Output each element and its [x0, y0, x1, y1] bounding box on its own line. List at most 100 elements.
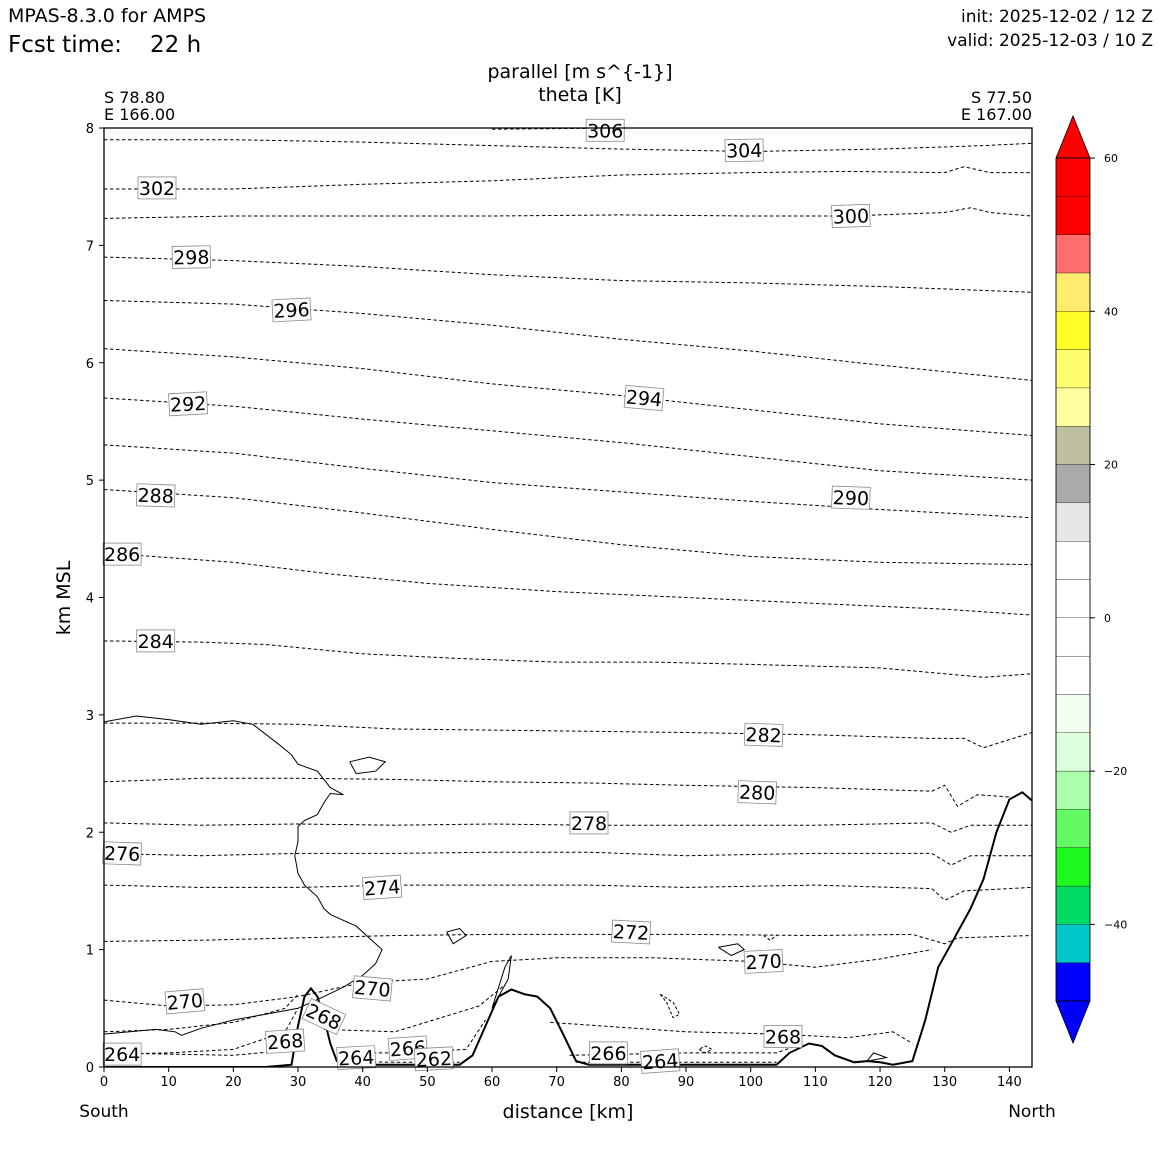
x-tick-label: 10	[160, 1075, 177, 1090]
theta-label-286: 286	[102, 542, 142, 566]
theta-label-264: 264	[336, 1045, 377, 1071]
theta-label-text: 272	[612, 921, 649, 945]
theta-label-text: 270	[166, 990, 204, 1015]
x-tick-label: 60	[484, 1075, 501, 1090]
theta-label-box	[264, 1028, 306, 1054]
theta-label-306: 306	[585, 118, 625, 142]
start-lon: E 166.00	[104, 105, 175, 124]
theta-contour-288	[104, 489, 1032, 566]
theta-label-box	[102, 1042, 142, 1066]
colorbar-segment	[1055, 924, 1091, 963]
theta-label-text: 306	[587, 120, 623, 142]
theta-label-box	[623, 384, 665, 412]
theta-label-274: 274	[361, 874, 403, 901]
x-tick-label: 30	[290, 1075, 307, 1090]
theta-label-272: 272	[611, 919, 652, 945]
theta-label-text: 268	[266, 1030, 304, 1054]
start-direction: South	[79, 1102, 128, 1122]
end-lon: E 167.00	[961, 105, 1032, 124]
theta-label-text: 304	[726, 140, 763, 163]
theta-contour-286	[104, 552, 1032, 616]
theta-contour-280	[104, 777, 1010, 808]
x-tick-label: 100	[738, 1075, 763, 1090]
theta-contour-292	[104, 397, 1032, 481]
theta-contour-282	[104, 722, 1032, 749]
theta-label-box	[569, 811, 609, 835]
colorbar-frame	[1055, 157, 1091, 1002]
wind-contour-pos-3	[491, 955, 512, 1009]
theta-label-box	[301, 997, 347, 1036]
wind-contour-pos-4	[718, 943, 746, 957]
theta-label-text: 284	[138, 631, 174, 653]
fcst-time-value: 22 h	[150, 32, 201, 58]
theta-contour-294	[104, 348, 1032, 436]
colorbar-segment	[1055, 234, 1091, 274]
colorbar-segment	[1055, 426, 1091, 465]
x-tick-label: 140	[997, 1075, 1022, 1090]
y-tick-label: 2	[86, 826, 94, 841]
x-tick-label: 50	[419, 1075, 436, 1090]
x-tick-label: 0	[100, 1075, 108, 1090]
theta-label-text: 264	[104, 1044, 140, 1066]
y-tick-label: 0	[86, 1061, 94, 1076]
theta-label-box	[831, 203, 871, 229]
end-direction: North	[1008, 1102, 1056, 1122]
x-tick-label: 90	[678, 1075, 695, 1090]
theta-label-text: 286	[104, 544, 140, 566]
colorbar-tick-label: 40	[1104, 305, 1118, 318]
theta-label-292: 292	[168, 391, 209, 417]
theta-label-268: 268	[763, 1025, 803, 1049]
model-title: MPAS-8.3.0 for AMPS	[8, 5, 206, 27]
theta-label-box	[743, 722, 784, 747]
theta-contour-272	[104, 933, 1032, 945]
wind-contour-pos-5	[866, 1052, 889, 1062]
theta-label-264: 264	[102, 1042, 142, 1066]
theta-label-282: 282	[743, 722, 784, 747]
theta-label-box	[102, 542, 142, 566]
theta-label-box	[737, 780, 777, 805]
y-tick-label: 5	[86, 474, 94, 489]
valid-time: valid: 2025-12-03 / 10 Z	[947, 31, 1153, 51]
x-tick-label: 40	[354, 1075, 371, 1090]
theta-label-270: 270	[352, 975, 393, 1002]
theta-label-text: 274	[363, 876, 401, 900]
colorbar-segment	[1055, 655, 1091, 695]
colorbar-segment	[1055, 311, 1091, 350]
theta-label-text: 270	[353, 977, 391, 1002]
theta-label-box	[611, 919, 652, 945]
theta-label-box	[135, 483, 176, 508]
wind-contour-pos-2	[446, 927, 467, 945]
y-axis-ticks: 0 1 2 3 4 5 6 7 8	[86, 122, 104, 1076]
wind-contour-pos-1	[349, 756, 387, 775]
theta-label-text: 292	[169, 393, 206, 417]
theta-contour-290	[104, 444, 1032, 519]
colorbar-segment	[1055, 541, 1091, 580]
theta-contour-298	[104, 256, 1032, 293]
colorbar-segment	[1055, 464, 1091, 504]
theta-label-text: 288	[137, 485, 174, 508]
theta-label-296: 296	[271, 297, 312, 323]
theta-label-box	[413, 1046, 454, 1072]
fcst-time-label: Fcst time:	[8, 32, 122, 58]
theta-contour-304	[104, 139, 1032, 153]
theta-contour-296	[104, 300, 1032, 381]
theta-label-box	[102, 841, 142, 866]
theta-contour-278	[104, 822, 1032, 833]
theta-label-288: 288	[135, 483, 176, 508]
chart-title-contours: theta [K]	[538, 84, 622, 106]
theta-label-290: 290	[831, 485, 871, 510]
theta-label-text: 282	[745, 724, 782, 747]
end-lat: S 77.50	[971, 88, 1032, 107]
theta-label-text: 270	[745, 950, 782, 974]
x-tick-label: 80	[613, 1075, 630, 1090]
colorbar-tick-label: 60	[1104, 152, 1118, 165]
theta-label-266: 266	[589, 1041, 628, 1065]
theta-label-270: 270	[743, 949, 784, 974]
theta-label-text: 280	[739, 782, 776, 805]
theta-label-300: 300	[831, 203, 871, 229]
theta-label-box	[743, 949, 784, 974]
colorbar-segment	[1055, 809, 1091, 848]
terrain-line	[104, 791, 1032, 1067]
colorbar-segment	[1055, 157, 1091, 197]
